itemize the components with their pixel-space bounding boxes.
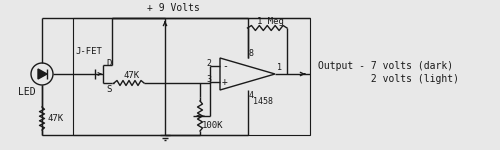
Text: + 9 Volts: + 9 Volts bbox=[147, 3, 200, 13]
Text: 3: 3 bbox=[206, 75, 211, 84]
Text: 2 volts (light): 2 volts (light) bbox=[318, 74, 459, 84]
Text: 2: 2 bbox=[206, 58, 211, 68]
Text: J-FET: J-FET bbox=[75, 48, 102, 57]
Text: +: + bbox=[222, 77, 228, 87]
Text: 4: 4 bbox=[248, 92, 254, 100]
Text: -: - bbox=[222, 61, 228, 71]
Text: 1458: 1458 bbox=[254, 96, 274, 105]
Text: D: D bbox=[106, 58, 112, 68]
Text: LED: LED bbox=[18, 87, 36, 97]
Text: S: S bbox=[106, 84, 112, 93]
Text: 100K: 100K bbox=[202, 122, 224, 130]
Text: Output - 7 volts (dark): Output - 7 volts (dark) bbox=[318, 61, 453, 71]
Text: 1: 1 bbox=[277, 63, 282, 72]
Text: 1 Meg: 1 Meg bbox=[257, 18, 284, 27]
Text: 8: 8 bbox=[248, 50, 254, 58]
Polygon shape bbox=[38, 69, 47, 79]
Bar bbox=[73, 18, 310, 135]
Text: 47K: 47K bbox=[124, 72, 140, 81]
Text: 47K: 47K bbox=[47, 114, 63, 123]
